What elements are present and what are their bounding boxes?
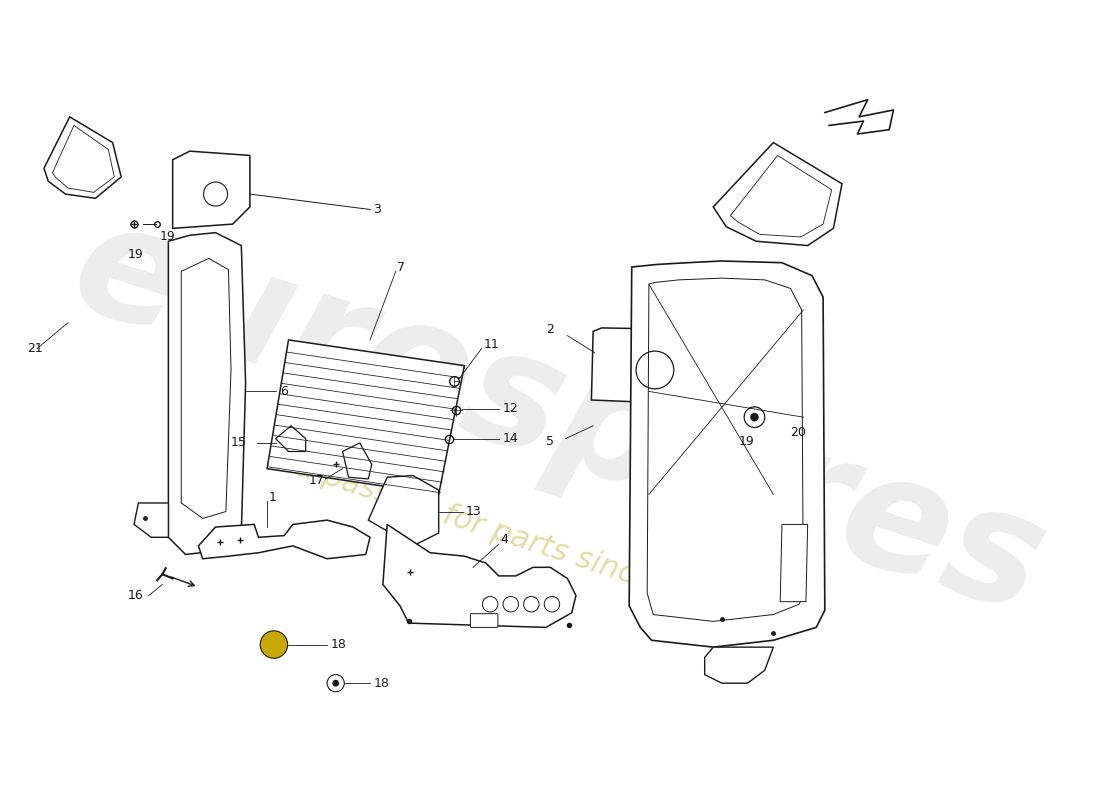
Polygon shape	[44, 117, 121, 198]
Polygon shape	[182, 258, 231, 518]
Text: 15: 15	[231, 437, 246, 450]
Text: 4: 4	[500, 533, 508, 546]
Polygon shape	[780, 525, 807, 602]
Text: 14: 14	[503, 432, 518, 445]
Circle shape	[332, 680, 339, 686]
Polygon shape	[713, 142, 842, 246]
Polygon shape	[592, 328, 706, 404]
Text: eurospares: eurospares	[55, 187, 1063, 647]
FancyBboxPatch shape	[471, 614, 498, 627]
Text: 3: 3	[374, 203, 382, 216]
Polygon shape	[53, 126, 114, 192]
Text: 21: 21	[26, 342, 43, 355]
Polygon shape	[173, 151, 250, 228]
Circle shape	[544, 597, 560, 612]
Polygon shape	[267, 340, 464, 494]
Text: 17: 17	[308, 474, 324, 487]
Text: 13: 13	[466, 505, 482, 518]
Text: 16: 16	[128, 589, 144, 602]
Text: 2: 2	[546, 323, 553, 336]
Polygon shape	[383, 525, 576, 627]
Text: 11: 11	[484, 338, 499, 350]
Polygon shape	[342, 443, 372, 479]
Circle shape	[483, 597, 498, 612]
Polygon shape	[276, 426, 306, 451]
Text: 19: 19	[739, 434, 755, 448]
Polygon shape	[198, 520, 370, 558]
Text: 18: 18	[331, 638, 346, 651]
Polygon shape	[629, 261, 825, 647]
Polygon shape	[368, 475, 439, 546]
Text: 1: 1	[268, 491, 276, 504]
Text: 5: 5	[546, 434, 554, 448]
Polygon shape	[730, 155, 832, 237]
Circle shape	[261, 631, 287, 658]
Polygon shape	[705, 647, 773, 683]
Text: 19: 19	[160, 230, 176, 243]
Circle shape	[750, 413, 759, 422]
Text: 19: 19	[128, 248, 144, 261]
Polygon shape	[647, 278, 803, 622]
Circle shape	[524, 597, 539, 612]
Polygon shape	[168, 233, 245, 554]
Polygon shape	[134, 503, 168, 538]
Text: 6: 6	[279, 385, 288, 398]
Circle shape	[503, 597, 518, 612]
Text: 7: 7	[397, 262, 406, 274]
Text: 20: 20	[791, 426, 806, 439]
Text: 12: 12	[503, 402, 518, 415]
Text: 18: 18	[374, 677, 389, 690]
Text: a passion for parts since 1985: a passion for parts since 1985	[293, 452, 739, 622]
